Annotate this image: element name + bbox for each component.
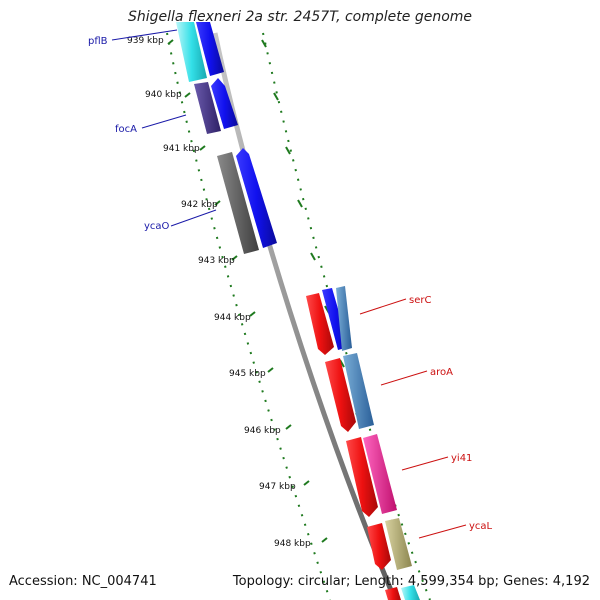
map-title: Shigella flexneri 2a str. 2457T, complet…	[127, 9, 473, 25]
left-leader-lines	[111, 29, 217, 227]
gene-feature[interactable]	[194, 82, 221, 134]
genome-stats-text: Topology: circular; Length: 4,599,354 bp…	[232, 574, 590, 589]
scale-label-948: 948 kbp	[274, 539, 311, 549]
left-features	[176, 22, 277, 254]
inner-major-ticks	[167, 39, 328, 543]
gene-feature[interactable]	[211, 78, 238, 129]
gene-label-yi41[interactable]: yi41	[451, 453, 472, 464]
accession-text: Accession: NC_004741	[9, 574, 157, 589]
gene-feature[interactable]	[236, 148, 277, 248]
gene-feature[interactable]	[367, 523, 391, 570]
gene-label-pflB[interactable]: pflB	[88, 36, 108, 47]
gene-labels: pflB focA ycaO serC aroA yi41 ycaL	[88, 36, 493, 532]
gene-feature[interactable]	[336, 286, 352, 351]
gene-feature[interactable]	[363, 434, 397, 514]
scale-label-947: 947 kbp	[259, 482, 296, 492]
scale-label-946: 946 kbp	[244, 426, 281, 436]
scale-label-942: 942 kbp	[181, 200, 218, 210]
scale-label-940: 940 kbp	[145, 90, 182, 100]
gene-label-aroA[interactable]: aroA	[430, 367, 453, 378]
gene-feature[interactable]	[385, 587, 401, 600]
genome-backbone	[212, 32, 398, 600]
gene-label-ycaL[interactable]: ycaL	[469, 521, 493, 532]
scale-label-945: 945 kbp	[229, 369, 266, 379]
gene-feature[interactable]	[306, 293, 334, 355]
gene-feature[interactable]	[176, 22, 207, 82]
gene-label-serC[interactable]: serC	[409, 295, 431, 306]
right-leader-lines	[359, 298, 467, 539]
scale-labels: 939 kbp 940 kbp 941 kbp 942 kbp 943 kbp …	[127, 36, 311, 549]
gene-feature[interactable]	[385, 518, 412, 570]
gene-feature[interactable]	[217, 152, 259, 254]
gene-label-focA[interactable]: focA	[115, 124, 137, 135]
gene-feature[interactable]	[343, 353, 374, 429]
gene-label-ycaO[interactable]: ycaO	[144, 221, 170, 232]
scale-label-941: 941 kbp	[163, 144, 200, 154]
gene-feature[interactable]	[325, 358, 356, 432]
gene-feature[interactable]	[196, 22, 224, 76]
right-features	[306, 286, 420, 600]
scale-label-944: 944 kbp	[214, 313, 251, 323]
gene-feature[interactable]	[401, 585, 420, 600]
gene-feature[interactable]	[346, 437, 378, 517]
scale-label-939: 939 kbp	[127, 36, 164, 46]
scale-label-943: 943 kbp	[198, 256, 235, 266]
